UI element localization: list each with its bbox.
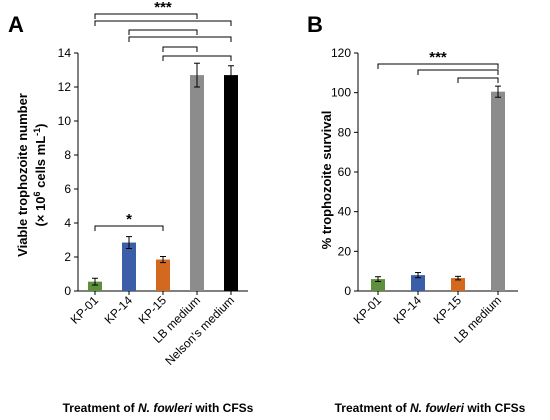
panel-a-significance-bracket — [94, 225, 164, 231]
panel-a-y-tick-label: 10 — [58, 114, 72, 128]
panel-b: B % trophozoite survival 0 20 40 60 80 100 120… — [307, 12, 526, 415]
panel-a-y-tick-label: 6 — [64, 182, 71, 196]
panel-b-y-axis-title: % trophozoite survival — [319, 111, 334, 250]
panel-b-y-tick-label: 60 — [338, 165, 352, 179]
panel-b-y-tick-label: 20 — [338, 244, 352, 258]
panel-b-y-tick-label: 80 — [338, 125, 352, 139]
panel-a-significance-bracket — [162, 55, 232, 61]
panel-a-y-tick-label: 14 — [58, 46, 72, 60]
panel-a-significance-bracket — [162, 46, 198, 52]
panel-a-bar — [122, 242, 136, 291]
panel-a-bar — [88, 281, 102, 291]
panel-b-significance-label: *** — [429, 49, 447, 66]
panel-b-y-tick-label: 100 — [331, 86, 351, 100]
panel-a-y-tick-label: 0 — [64, 284, 71, 298]
panel-a-y-axis-title: Viable trophozoite number — [15, 93, 30, 257]
panel-b-significance-bracket — [417, 69, 499, 75]
panel-a-y-tick-label: 12 — [58, 80, 72, 94]
panel-b-category-label: KP-01 — [351, 293, 385, 327]
panel-b-bar — [411, 275, 425, 291]
panel-a-category-label: KP-01 — [68, 293, 102, 327]
panel-b-category-label: KP-14 — [391, 293, 425, 327]
panel-a-significance-bracket — [128, 29, 198, 35]
panel-a-y-tick-label: 2 — [64, 250, 71, 264]
panel-a-significance-bracket — [94, 13, 198, 19]
panel-b-bar — [371, 279, 385, 291]
panel-b-x-axis-title: Treatment of N. fowleri with CFSs — [335, 401, 526, 415]
panel-a-bar — [156, 259, 170, 291]
panel-a-bar — [224, 75, 238, 291]
panel-b-y-tick-label: 120 — [331, 46, 351, 60]
panel-a-category-label: KP-14 — [102, 293, 136, 327]
panel-b-significance-bracket — [377, 63, 499, 69]
panel-a-significance-label: * — [126, 211, 132, 228]
panel-a-significance-label: *** — [154, 0, 172, 16]
panel-b-bar — [451, 278, 465, 291]
panel-a-x-axis-title: Treatment of N. fowleri with CFSs — [63, 401, 254, 415]
panel-a-letter: A — [8, 12, 24, 37]
panel-a-significance-bracket — [128, 36, 232, 42]
panel-b-category-label: KP-15 — [431, 293, 465, 327]
panel-a-bar — [190, 75, 204, 291]
panel-a-y-tick-label: 4 — [64, 216, 71, 230]
panel-b-y-tick-label: 0 — [344, 284, 351, 298]
panel-b-y-tick-label: 40 — [338, 205, 352, 219]
panel-a-y-axis-title-units: (× 106 cells mL-1) — [32, 123, 48, 226]
panel-a: A Viable trophozoite number (× 106 cells… — [8, 0, 254, 415]
panel-b-letter: B — [307, 12, 323, 37]
panel-b-significance-bracket — [457, 77, 499, 83]
panel-a-significance-bracket — [94, 20, 232, 26]
panel-a-y-tick-label: 8 — [64, 148, 71, 162]
panel-b-bar — [491, 91, 505, 291]
